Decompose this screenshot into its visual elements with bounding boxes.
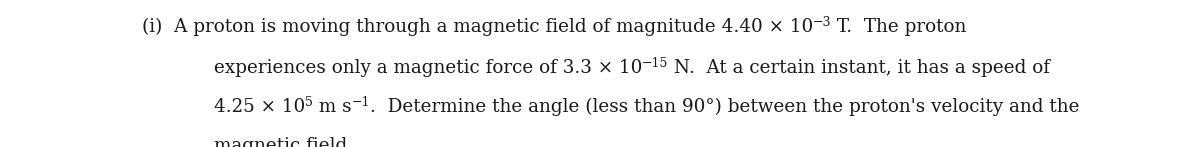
Text: magnetic field.: magnetic field. (214, 137, 353, 147)
Text: m s: m s (313, 98, 352, 116)
Text: −15: −15 (642, 56, 668, 70)
Text: experiences only a magnetic force of 3.3 × 10: experiences only a magnetic force of 3.3… (214, 59, 642, 77)
Text: N.  At a certain instant, it has a speed of: N. At a certain instant, it has a speed … (668, 59, 1050, 77)
Text: 5: 5 (305, 96, 313, 109)
Text: −3: −3 (812, 16, 832, 29)
Text: −1: −1 (352, 96, 370, 109)
Text: T.  The proton: T. The proton (832, 18, 967, 36)
Text: .  Determine the angle (less than 90°) between the proton's velocity and the: . Determine the angle (less than 90°) be… (370, 98, 1079, 116)
Text: (i)  A proton is moving through a magnetic field of magnitude 4.40 × 10: (i) A proton is moving through a magneti… (142, 18, 812, 36)
Text: 4.25 × 10: 4.25 × 10 (214, 98, 305, 116)
